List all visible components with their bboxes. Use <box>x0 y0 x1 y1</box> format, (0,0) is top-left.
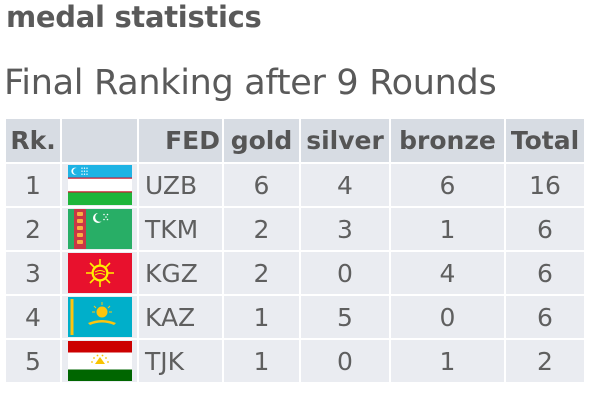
header-fed: FED <box>139 119 222 162</box>
bronze-cell: 1 <box>391 208 504 250</box>
silver-cell: 0 <box>301 340 389 382</box>
total-cell: 6 <box>506 252 584 294</box>
kazakhstan-flag-icon <box>67 297 132 337</box>
total-cell: 6 <box>506 208 584 250</box>
flag-cell <box>62 208 137 250</box>
gold-cell: 2 <box>224 252 299 294</box>
kyrgyzstan-flag-icon <box>67 253 132 293</box>
header-rank: Rk. <box>6 119 60 162</box>
fed-cell: KAZ <box>139 296 222 338</box>
fed-cell: KGZ <box>139 252 222 294</box>
total-cell: 2 <box>506 340 584 382</box>
gold-cell: 1 <box>224 296 299 338</box>
flag-cell <box>62 252 137 294</box>
bronze-cell: 1 <box>391 340 504 382</box>
fed-cell: TKM <box>139 208 222 250</box>
ranking-subtitle: Final Ranking after 9 Rounds <box>4 63 497 103</box>
header-row: Rk. FED gold silver bronze Total <box>6 119 584 162</box>
tajikistan-flag-icon <box>67 341 132 381</box>
header-gold: gold <box>224 119 299 162</box>
turkmenistan-flag-icon <box>67 209 132 249</box>
total-cell: 16 <box>506 164 584 206</box>
fed-cell: TJK <box>139 340 222 382</box>
header-bronze: bronze <box>391 119 504 162</box>
rank-cell: 4 <box>6 296 60 338</box>
table-row: 2 <box>6 208 584 250</box>
silver-cell: 5 <box>301 296 389 338</box>
header-silver: silver <box>301 119 389 162</box>
gold-cell: 1 <box>224 340 299 382</box>
rank-cell: 2 <box>6 208 60 250</box>
medal-table: Rk. FED gold silver bronze Total 1 <box>4 117 586 384</box>
rank-cell: 1 <box>6 164 60 206</box>
table-row: 4 K <box>6 296 584 338</box>
flag-cell <box>62 296 137 338</box>
fed-cell: UZB <box>139 164 222 206</box>
silver-cell: 4 <box>301 164 389 206</box>
silver-cell: 0 <box>301 252 389 294</box>
bronze-cell: 4 <box>391 252 504 294</box>
gold-cell: 6 <box>224 164 299 206</box>
header-total: Total <box>506 119 584 162</box>
uzbekistan-flag-icon <box>67 165 132 205</box>
rank-cell: 5 <box>6 340 60 382</box>
table-row: 3 KGZ 2 0 4 6 <box>6 252 584 294</box>
gold-cell: 2 <box>224 208 299 250</box>
flag-cell <box>62 164 137 206</box>
bronze-cell: 0 <box>391 296 504 338</box>
silver-cell: 3 <box>301 208 389 250</box>
table-row: 1 UZB 6 4 <box>6 164 584 206</box>
rank-cell: 3 <box>6 252 60 294</box>
page-title: medal statistics <box>6 0 262 34</box>
header-flag <box>62 119 137 162</box>
total-cell: 6 <box>506 296 584 338</box>
flag-cell <box>62 340 137 382</box>
bronze-cell: 6 <box>391 164 504 206</box>
table-row: 5 TJK 1 0 1 2 <box>6 340 584 382</box>
